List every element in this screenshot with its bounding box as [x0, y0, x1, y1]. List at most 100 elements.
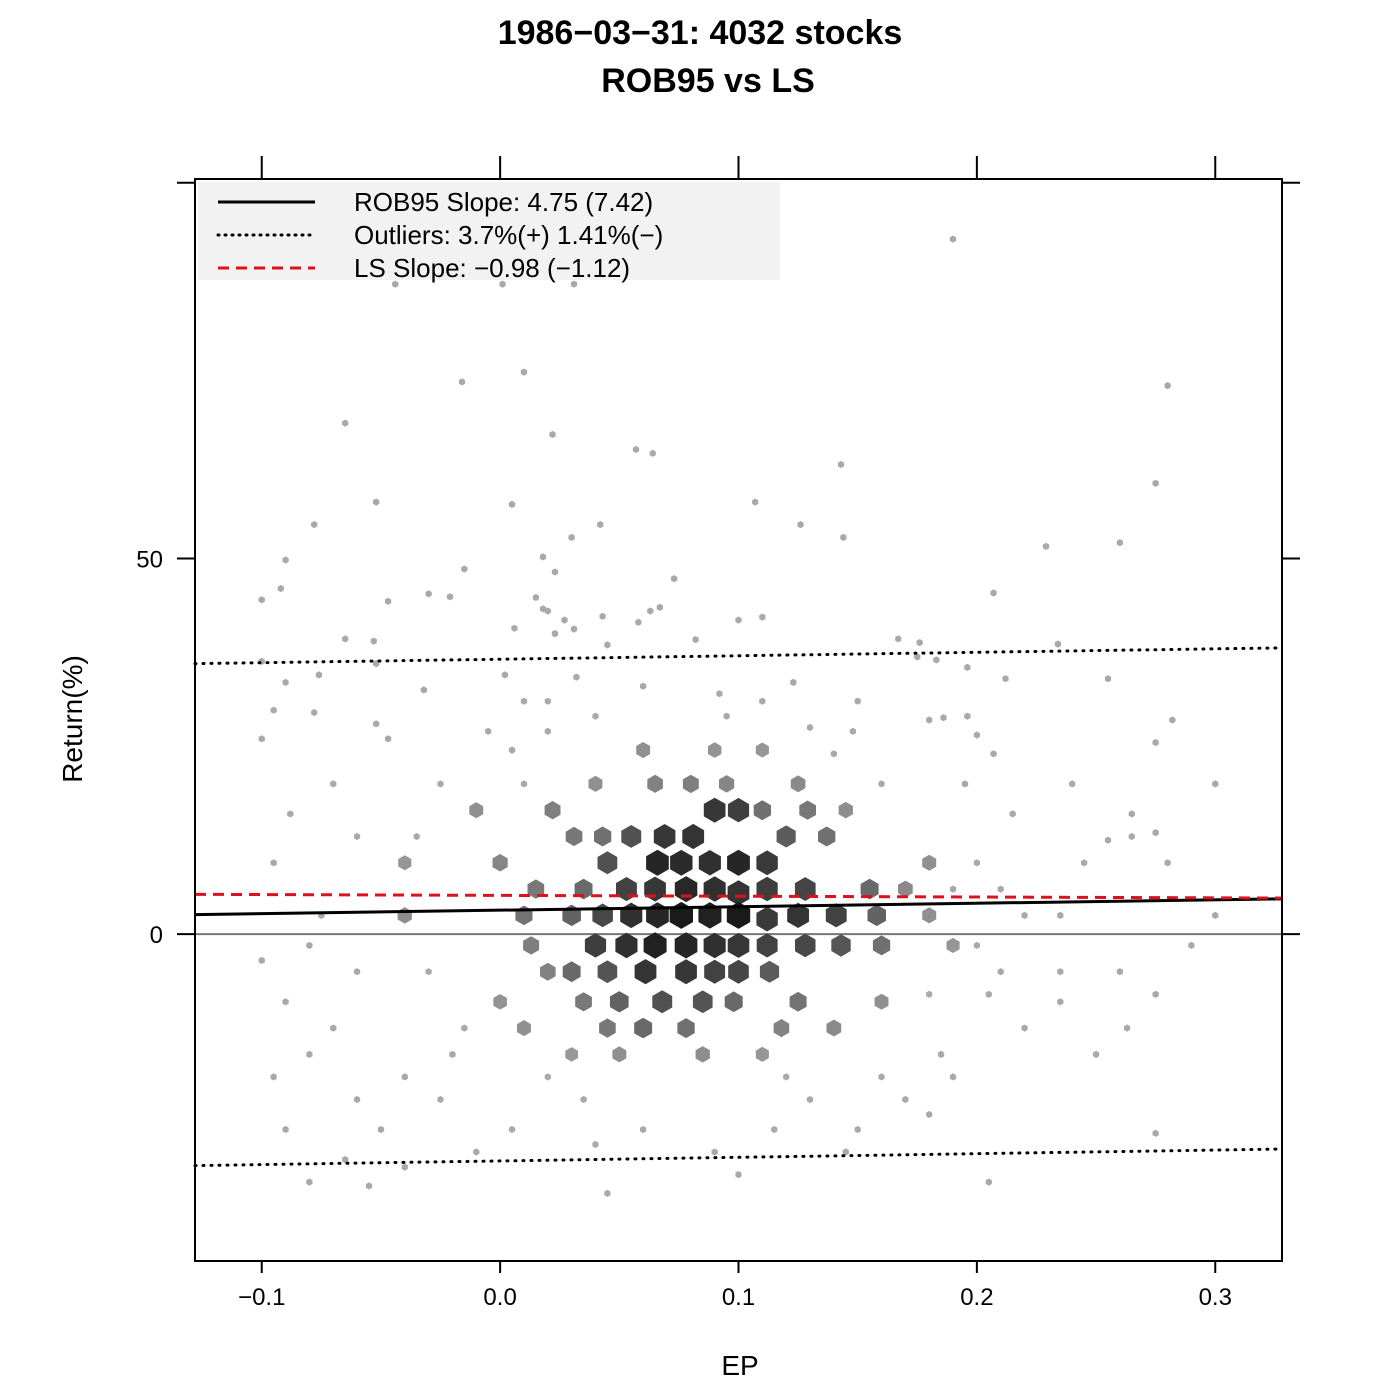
hexbin-point	[1009, 810, 1016, 818]
x-tick-label: 0.0	[483, 1284, 516, 1311]
hexbin-cell	[755, 742, 769, 758]
chart-title-line-2: ROB95 vs LS	[601, 62, 815, 100]
hexbin-point	[401, 1073, 408, 1081]
hexbin-cell	[922, 907, 937, 924]
hexbin-point	[735, 1171, 742, 1179]
hexbin-point	[933, 656, 940, 664]
hexbin-point	[544, 727, 551, 735]
hexbin-point	[377, 1125, 385, 1134]
hexbin-point	[854, 697, 861, 705]
hexbin-cell	[727, 932, 750, 958]
hexbin-cell	[677, 1018, 695, 1039]
hexbin-cell	[674, 932, 698, 959]
hexbin-point	[752, 498, 759, 506]
hexbin-cell	[652, 990, 673, 1014]
hexbin-point	[570, 625, 578, 633]
hexbin-point	[425, 968, 432, 976]
hexbin-point	[473, 1148, 480, 1156]
hexbin-point	[635, 618, 642, 626]
hexbin-point	[539, 605, 547, 613]
rob95-fit-line	[194, 897, 1283, 917]
hexbin-cell	[612, 1046, 627, 1063]
hexbin-point	[914, 653, 921, 661]
hexbin-cell	[636, 742, 651, 759]
hexbin-point	[806, 1095, 814, 1104]
y-axis-label: Return(%)	[57, 655, 88, 783]
hexbin-point	[938, 1050, 945, 1058]
hexbin-cell	[517, 1020, 531, 1037]
hexbin-cell	[872, 935, 891, 956]
hexbin-point	[940, 714, 947, 722]
hexbin-point	[420, 686, 427, 694]
hexbin-point	[1081, 859, 1088, 867]
hexbin-point	[282, 998, 289, 1006]
hexbin-cell	[831, 934, 851, 957]
hexbin-cell	[922, 854, 937, 871]
hexbin-point	[532, 593, 539, 602]
hexbin-cell	[826, 1019, 842, 1037]
hexbin-point	[1152, 829, 1159, 837]
hexbin-cell	[703, 797, 726, 823]
hexbin-point	[544, 1073, 551, 1081]
hexbin-point	[842, 1148, 849, 1156]
hexbin-point	[385, 597, 392, 605]
hexbin-point	[499, 280, 506, 288]
hexbin-cell	[492, 854, 508, 872]
hexbin-point	[549, 430, 556, 439]
hexbin-cell	[692, 990, 713, 1014]
hexbin-cell	[825, 903, 847, 928]
hexbin-point	[949, 885, 957, 893]
hexbin-point	[592, 1140, 599, 1149]
hexbin-point	[711, 1148, 718, 1156]
hexbin-point	[277, 584, 284, 593]
hexbin-point	[973, 941, 980, 949]
ls-fit-line	[194, 892, 1283, 900]
hexbin-cell	[799, 800, 816, 820]
hexbin-point	[1123, 1024, 1131, 1032]
hexbin-point	[1104, 675, 1112, 683]
hexbin-point	[354, 968, 361, 976]
hexbin-point	[570, 280, 578, 288]
hexbin-point	[270, 706, 277, 714]
hexbin-point	[1021, 1024, 1028, 1032]
hexbin-point	[671, 575, 678, 583]
hexbin-cell	[759, 960, 780, 983]
hexbin-point	[949, 235, 957, 243]
legend: ROB95 Slope: 4.75 (7.42) Outliers: 3.7%(…	[198, 182, 780, 283]
chart-title-line-1: 1986−03−31: 4032 stocks	[498, 14, 903, 52]
hexbin-cell	[818, 826, 836, 847]
hexbin-point	[508, 1125, 516, 1134]
hexbin-point	[604, 1189, 611, 1197]
legend-label-outliers: Outliers: 3.7%(+) 1.41%(−)	[354, 220, 663, 250]
hexbin-point	[878, 1073, 885, 1081]
hexbin-point	[573, 673, 580, 681]
hexbin-point	[580, 1095, 587, 1104]
x-tick-label: 0.1	[722, 1284, 755, 1311]
hexbin-cell	[787, 902, 809, 928]
hexbin-cell	[621, 825, 642, 848]
hexbin-point	[306, 1050, 313, 1058]
hexbin-point	[365, 1182, 373, 1190]
hexbin-point	[1002, 675, 1009, 683]
hexbin-point	[373, 498, 380, 506]
hexbin-point	[413, 832, 420, 841]
hexbin-point	[282, 1125, 289, 1134]
hexbin-cell	[469, 802, 484, 819]
hexbin-point	[1116, 968, 1123, 976]
hexbin-point	[342, 1156, 349, 1164]
hexbin-cell	[646, 849, 669, 876]
hexbin-point	[544, 607, 551, 615]
hexbin-cell	[398, 855, 412, 871]
hexbin-point	[485, 727, 492, 735]
hexbin-point	[806, 723, 814, 732]
hexbin-point	[1057, 968, 1064, 976]
hexbin-cell	[756, 850, 778, 876]
hexbin-point	[649, 449, 656, 457]
hexbin-point	[949, 1073, 957, 1081]
hexbin-point	[1212, 780, 1219, 788]
hexbin-cell	[670, 849, 693, 876]
hexbin-point	[597, 521, 604, 529]
hexbin-point	[315, 671, 323, 679]
hexbin-cell	[682, 823, 705, 850]
hexbin-point	[282, 556, 289, 564]
